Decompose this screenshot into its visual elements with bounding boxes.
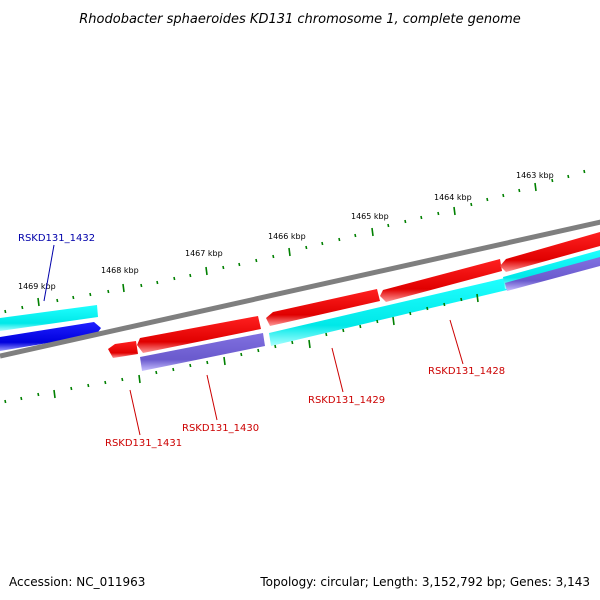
outer-tick-ring xyxy=(4,169,586,314)
gene-label-1430[interactable]: RSKD131_1430 xyxy=(182,423,259,434)
scale-label-1463: 1463 kbp xyxy=(516,171,554,180)
gene-label-1431[interactable]: RSKD131_1431 xyxy=(105,438,182,449)
leader-line-1429 xyxy=(331,347,344,393)
gene-arrow-1429[interactable] xyxy=(266,289,380,326)
gene-segment-purple-1430[interactable] xyxy=(140,333,265,371)
map-title: Rhodobacter sphaeroides KD131 chromosome… xyxy=(79,12,520,27)
gene-label-1428[interactable]: RSKD131_1428 xyxy=(428,366,505,377)
gene-label-1432[interactable]: RSKD131_1432 xyxy=(18,233,95,244)
gene-segment-purple-right[interactable] xyxy=(505,257,600,291)
leader-line-1431 xyxy=(129,389,141,436)
scale-label-1469: 1469 kbp xyxy=(18,282,56,291)
accession-text: Accession: NC_011963 xyxy=(9,575,145,589)
topology-text: Topology: circular; Length: 3,152,792 bp… xyxy=(259,575,590,589)
scale-labels: 1463 kbp 1464 kbp 1465 kbp 1466 kbp 1467… xyxy=(18,171,554,291)
gene-arrow-next[interactable] xyxy=(500,232,600,272)
scale-label-1465: 1465 kbp xyxy=(351,212,389,221)
scale-label-1467: 1467 kbp xyxy=(185,249,223,258)
scale-label-1468: 1468 kbp xyxy=(101,266,139,275)
gene-segment-cyan-left[interactable] xyxy=(0,305,98,331)
leader-line-1432 xyxy=(43,244,55,302)
inner-tick-ring xyxy=(4,293,479,404)
scale-label-1466: 1466 kbp xyxy=(268,232,306,241)
gene-arrow-1430[interactable] xyxy=(137,316,261,353)
leader-line-1428 xyxy=(449,319,464,365)
gene-arrow-1428[interactable] xyxy=(380,259,502,302)
gene-segment-cyan-1429[interactable] xyxy=(269,278,507,346)
gene-segment-blue-left[interactable] xyxy=(0,322,101,351)
chromosome-backbone xyxy=(0,219,600,359)
scale-label-1464: 1464 kbp xyxy=(434,193,472,202)
gene-label-1429[interactable]: RSKD131_1429 xyxy=(308,395,385,406)
leader-line-1430 xyxy=(206,374,218,421)
gene-arrow-1431[interactable] xyxy=(108,341,138,358)
